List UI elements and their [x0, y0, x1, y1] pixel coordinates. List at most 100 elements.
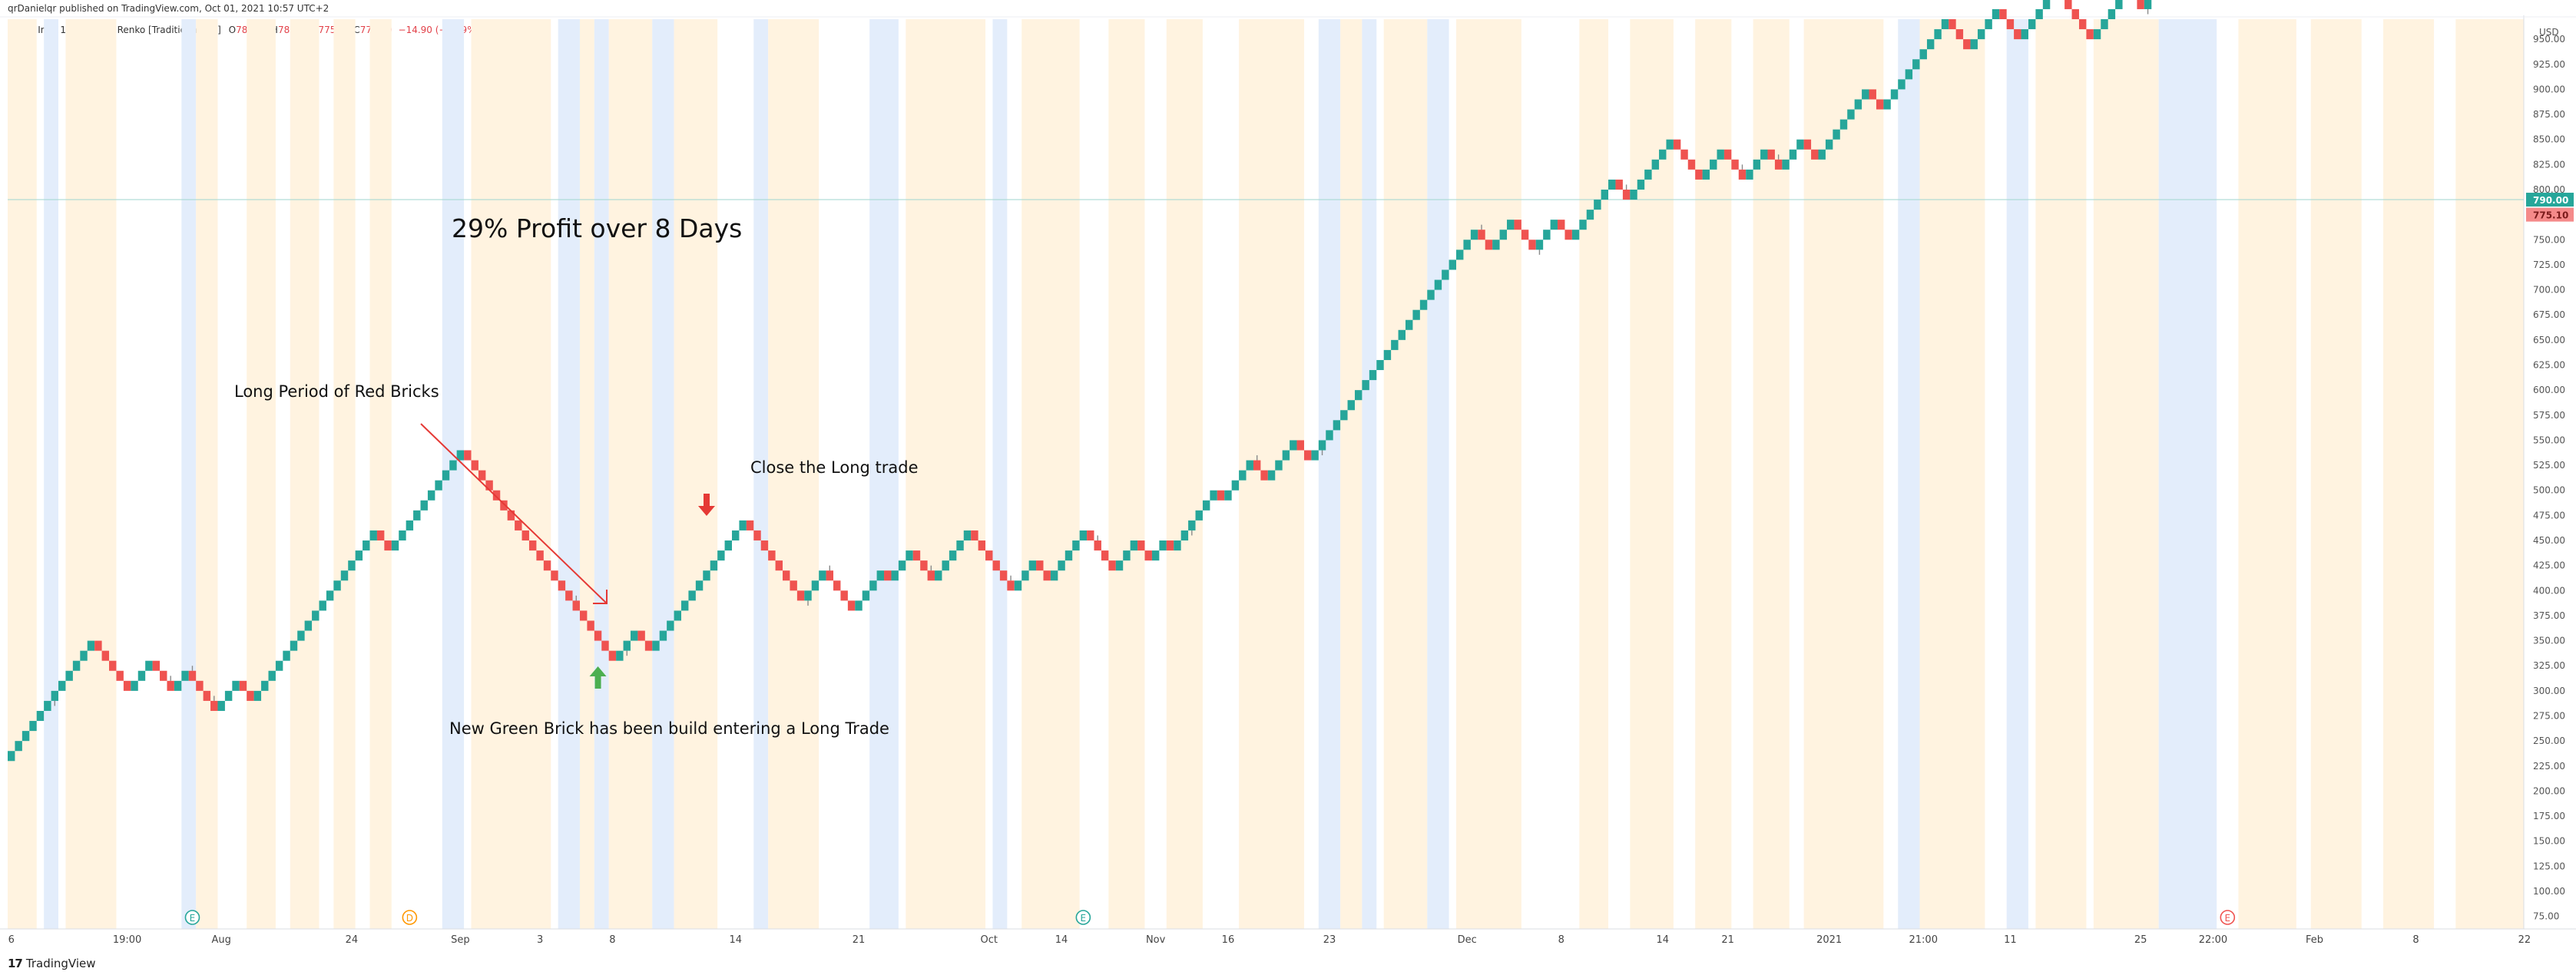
brick-up: [87, 640, 95, 651]
brick-up: [1782, 159, 1790, 170]
price-tick-label: 375.00: [2533, 610, 2565, 621]
brick-down: [833, 580, 841, 591]
event-marker: [402, 910, 418, 925]
event-marker: [2220, 910, 2236, 925]
session-band-blue: [558, 19, 580, 929]
brick-up: [217, 700, 225, 711]
brick-up: [717, 550, 725, 561]
price-tick-label: 300.00: [2533, 686, 2565, 696]
brick-down: [558, 580, 566, 591]
session-band-orange: [2455, 19, 2524, 929]
session-band-blue: [1898, 19, 1920, 929]
brick-up: [232, 680, 240, 691]
session-band-orange: [65, 19, 117, 929]
brick-down: [1564, 230, 1572, 240]
session-band-orange: [2035, 19, 2087, 929]
brick-up: [297, 630, 305, 641]
brick-up: [406, 520, 414, 530]
session-band-blue: [869, 19, 899, 929]
brick-up: [652, 640, 660, 651]
brick-down: [1217, 490, 1225, 501]
brick-down: [1253, 460, 1261, 471]
brick-up: [1065, 550, 1073, 561]
brick-down: [999, 570, 1008, 581]
brick-up: [1180, 530, 1189, 541]
brick-up: [1499, 230, 1508, 240]
price-tick-label: 425.00: [2533, 560, 2565, 571]
brick-up: [1941, 19, 1949, 30]
brick-down: [2064, 0, 2072, 9]
brick-down: [1558, 220, 1565, 230]
brick-up: [442, 470, 450, 481]
brick-down: [978, 540, 986, 551]
brick-down: [247, 690, 254, 701]
brick-up: [1760, 149, 1768, 160]
brick-up: [290, 640, 298, 651]
brick-down: [1876, 99, 1884, 110]
session-band-orange: [196, 19, 218, 929]
brick-up: [1210, 490, 1217, 501]
brick-down: [2086, 29, 2094, 40]
brick-up: [1550, 220, 1558, 230]
brick-up: [630, 630, 638, 641]
brick-up: [427, 490, 435, 501]
time-tick-label: Oct: [981, 934, 998, 946]
brick-down: [587, 620, 594, 631]
price-tick-label: 450.00: [2533, 535, 2565, 546]
brick-up: [72, 660, 81, 671]
session-band-orange: [1630, 19, 1674, 929]
brick-up: [1021, 570, 1029, 581]
price-tick-label: 750.00: [2533, 234, 2565, 245]
brick-up: [2093, 29, 2101, 40]
event-marker-label: E: [190, 913, 196, 924]
brick-down: [1137, 540, 1145, 551]
brick-down: [579, 610, 588, 621]
brick-up: [724, 540, 732, 551]
session-band-blue: [753, 19, 769, 929]
brick-down: [116, 670, 124, 681]
brick-down: [464, 450, 472, 461]
brick-up: [906, 550, 913, 561]
brick-up: [942, 560, 949, 571]
brick-up: [1456, 250, 1464, 260]
price-tick-label: 525.00: [2533, 460, 2565, 471]
price-tick-label: 250.00: [2533, 735, 2565, 746]
brick-up: [1992, 8, 2000, 19]
brick-down: [1723, 149, 1732, 160]
brick-down: [1615, 179, 1623, 190]
brick-down: [840, 590, 848, 601]
brick-up: [1507, 220, 1515, 230]
session-band-blue: [2006, 19, 2028, 929]
brick-up: [1666, 139, 1674, 150]
session-band-orange: [1383, 19, 1428, 929]
brick-down: [1999, 8, 2007, 19]
brick-up: [1412, 309, 1420, 320]
session-band-orange: [1021, 19, 1080, 929]
brick-down: [1528, 240, 1536, 250]
brick-up: [1028, 560, 1037, 571]
brick-down: [239, 680, 247, 691]
brick-down: [775, 560, 783, 571]
brick-down: [884, 570, 892, 581]
brick-up: [1601, 189, 1609, 200]
brick-down: [826, 570, 834, 581]
brick-up: [2028, 19, 2036, 30]
brick-up: [2144, 0, 2152, 9]
price-tick-label: 575.00: [2533, 410, 2565, 421]
brick-up: [1651, 159, 1660, 170]
brick-down: [1774, 159, 1783, 170]
session-band-orange: [1166, 19, 1203, 929]
brick-down: [188, 670, 197, 681]
brick-down: [847, 600, 856, 611]
brick-up: [1202, 500, 1210, 511]
brick-up: [819, 570, 826, 581]
brick-down: [746, 520, 754, 530]
brick-down: [1680, 149, 1688, 160]
brick-down: [471, 460, 478, 471]
brick-up: [1571, 230, 1580, 240]
brick-up: [1326, 430, 1333, 441]
brick-up: [1753, 159, 1761, 170]
brick-up: [181, 670, 189, 681]
event-marker-label: D: [406, 913, 413, 924]
